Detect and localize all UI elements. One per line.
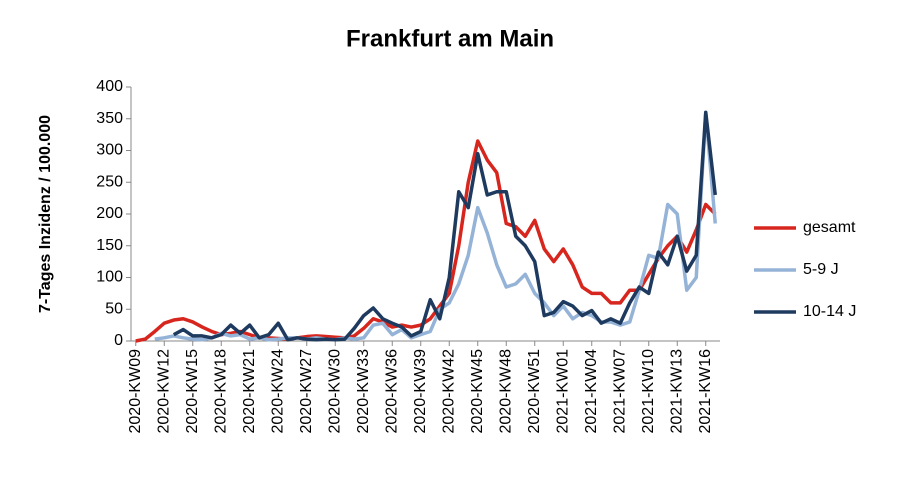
- chart-title: Frankfurt am Main: [346, 25, 554, 52]
- x-tick-label: 2020-KW45: [469, 349, 486, 434]
- x-tick-label: 2021-KW16: [697, 349, 714, 434]
- y-tick-label: 0: [114, 332, 123, 349]
- x-tick-label: 2020-KW48: [497, 349, 514, 434]
- line-series: [154, 110, 717, 342]
- y-tick-label: 400: [96, 78, 123, 95]
- x-tick-label: 2021-KW07: [611, 349, 628, 434]
- y-tick-label: 150: [96, 237, 123, 254]
- x-tick-label: 2020-KW33: [355, 349, 372, 434]
- x-tick-label: 2020-KW27: [298, 349, 315, 434]
- x-tick-label: 2020-KW09: [127, 349, 144, 434]
- y-tick-label: 50: [105, 300, 123, 317]
- x-tick-label: 2020-KW18: [212, 349, 229, 434]
- line-series: [135, 139, 717, 343]
- x-tick-label: 2020-KW42: [440, 349, 457, 434]
- y-tick-label: 250: [96, 173, 123, 190]
- x-tick-label: 2021-KW01: [554, 349, 571, 434]
- x-tick-label: 2020-KW24: [269, 349, 286, 434]
- legend-label: gesamt: [803, 219, 856, 236]
- x-tick-label: 2020-KW30: [326, 349, 343, 434]
- line-series: [172, 110, 717, 342]
- x-tick-label: 2020-KW39: [412, 349, 429, 434]
- x-tick-label: 2020-KW15: [184, 349, 201, 434]
- x-tick-label: 2020-KW12: [155, 349, 172, 434]
- y-axis-title: 7-Tages Inzidenz / 100.000: [37, 115, 54, 313]
- x-tick-label: 2020-KW51: [526, 349, 543, 434]
- y-tick-label: 300: [96, 142, 123, 159]
- x-tick-label: 2021-KW10: [640, 349, 657, 434]
- y-tick-label: 100: [96, 269, 123, 286]
- x-tick-label: 2021-KW04: [583, 349, 600, 434]
- x-tick-label: 2020-KW21: [241, 349, 258, 434]
- x-tick-label: 2020-KW36: [383, 349, 400, 434]
- y-tick-label: 350: [96, 110, 123, 127]
- x-tick-label: 2021-KW13: [668, 349, 685, 434]
- y-tick-label: 200: [96, 205, 123, 222]
- legend-label: 5-9 J: [803, 261, 839, 278]
- legend-label: 10-14 J: [803, 303, 856, 320]
